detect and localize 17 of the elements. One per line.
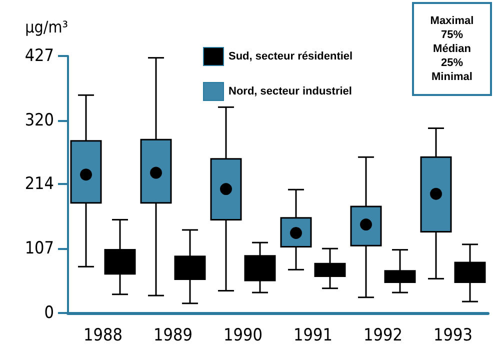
annotation: Minimal [430, 70, 474, 84]
annotation: 25% [440, 56, 464, 70]
x-tick-label: 1988 [84, 326, 122, 346]
y-tick-label: 427 [24, 46, 54, 66]
x-tick-label: 1992 [364, 326, 402, 346]
x-tick-label: 1991 [294, 326, 332, 346]
legend-label: Nord, secteur industriel [228, 86, 352, 98]
y-axis-title: µg/m³ [25, 18, 68, 36]
key-box: Maximal 75% Médian 25% Minimal [412, 2, 492, 96]
y-tick-label: 0 [44, 303, 54, 323]
x-tick-label: 1993 [434, 326, 472, 346]
y-tick-label: 107 [24, 238, 54, 259]
y-tick-label: 320 [24, 110, 54, 130]
x-tick-label: 1989 [154, 326, 192, 346]
y-tick-label: 214 [24, 174, 54, 194]
legend-label: Sud, secteur résidentiel [228, 50, 353, 62]
x-tick-label: 1990 [224, 326, 262, 346]
